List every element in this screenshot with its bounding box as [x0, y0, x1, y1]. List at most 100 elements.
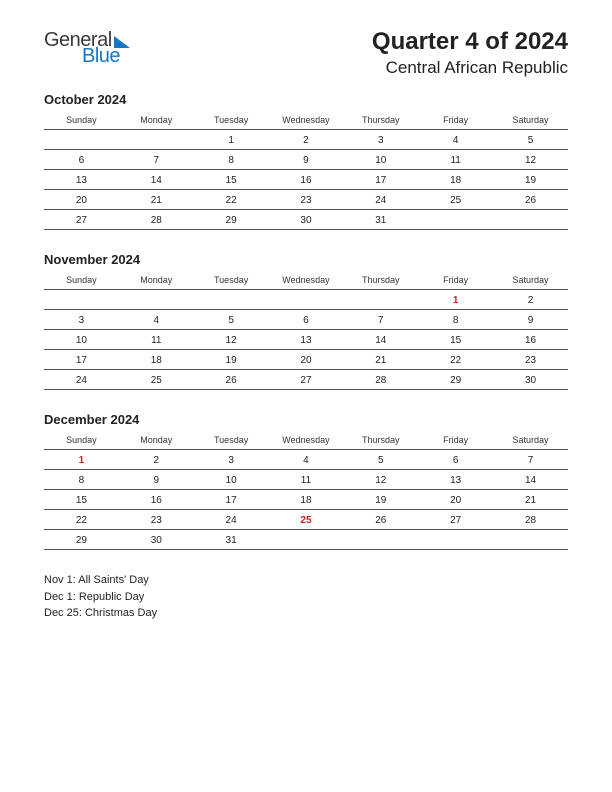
calendar-cell	[343, 530, 418, 550]
calendar-cell: 19	[194, 350, 269, 370]
calendar-cell: 6	[44, 150, 119, 170]
day-header: Monday	[119, 111, 194, 130]
calendar-table: SundayMondayTuesdayWednesdayThursdayFrid…	[44, 271, 568, 390]
logo-text-blue: Blue	[82, 46, 130, 66]
calendar-cell: 29	[44, 530, 119, 550]
calendar-cell: 7	[493, 450, 568, 470]
calendar-row: 3456789	[44, 310, 568, 330]
calendar-row: 12345	[44, 130, 568, 150]
month-block: October 2024SundayMondayTuesdayWednesday…	[44, 92, 568, 230]
calendar-cell: 30	[119, 530, 194, 550]
calendar-row: 20212223242526	[44, 190, 568, 210]
calendar-cell: 20	[269, 350, 344, 370]
calendar-cell: 23	[493, 350, 568, 370]
calendar-cell: 26	[343, 510, 418, 530]
header: General Blue Quarter 4 of 2024 Central A…	[44, 28, 568, 78]
page-subtitle: Central African Republic	[372, 58, 568, 78]
day-header: Monday	[119, 431, 194, 450]
calendar-cell: 21	[119, 190, 194, 210]
calendar-cell: 13	[44, 170, 119, 190]
calendar-cell: 8	[194, 150, 269, 170]
calendar-cell: 2	[119, 450, 194, 470]
calendar-cell: 4	[119, 310, 194, 330]
calendar-cell	[343, 290, 418, 310]
calendar-cell: 5	[343, 450, 418, 470]
calendar-cell: 29	[194, 210, 269, 230]
day-header: Tuesday	[194, 431, 269, 450]
month-title: October 2024	[44, 92, 568, 107]
day-header: Sunday	[44, 111, 119, 130]
calendar-cell: 4	[418, 130, 493, 150]
calendar-cell: 31	[194, 530, 269, 550]
calendar-cell: 20	[418, 490, 493, 510]
calendar-cell: 2	[493, 290, 568, 310]
calendar-cell: 24	[343, 190, 418, 210]
calendar-cell: 18	[269, 490, 344, 510]
calendar-cell: 6	[418, 450, 493, 470]
holiday-list-item: Dec 1: Republic Day	[44, 589, 568, 606]
day-header: Monday	[119, 271, 194, 290]
calendar-cell: 14	[493, 470, 568, 490]
calendar-row: 22232425262728	[44, 510, 568, 530]
calendar-cell: 1	[44, 450, 119, 470]
calendar-row: 13141516171819	[44, 170, 568, 190]
calendar-cell	[119, 290, 194, 310]
calendar-cell: 24	[44, 370, 119, 390]
holiday-list-item: Nov 1: All Saints' Day	[44, 572, 568, 589]
day-header: Tuesday	[194, 271, 269, 290]
calendar-cell	[493, 530, 568, 550]
calendar-cell: 9	[269, 150, 344, 170]
day-header: Wednesday	[269, 431, 344, 450]
calendar-cell: 9	[119, 470, 194, 490]
calendar-cell	[418, 530, 493, 550]
calendar-cell: 22	[194, 190, 269, 210]
calendar-cell: 23	[269, 190, 344, 210]
calendar-cell: 8	[44, 470, 119, 490]
day-header: Wednesday	[269, 271, 344, 290]
calendar-cell	[269, 530, 344, 550]
calendar-cell: 27	[269, 370, 344, 390]
calendar-row: 17181920212223	[44, 350, 568, 370]
calendar-cell: 26	[493, 190, 568, 210]
calendar-cell: 1	[194, 130, 269, 150]
calendar-cell: 23	[119, 510, 194, 530]
calendar-cell: 10	[44, 330, 119, 350]
calendar-cell: 17	[44, 350, 119, 370]
calendar-cell: 10	[343, 150, 418, 170]
calendar-cell: 19	[493, 170, 568, 190]
calendar-cell: 11	[418, 150, 493, 170]
calendar-cell: 21	[343, 350, 418, 370]
day-header: Saturday	[493, 271, 568, 290]
calendar-cell: 20	[44, 190, 119, 210]
calendar-cell: 13	[269, 330, 344, 350]
calendar-row: 1234567	[44, 450, 568, 470]
month-block: November 2024SundayMondayTuesdayWednesda…	[44, 252, 568, 390]
calendar-cell: 3	[44, 310, 119, 330]
calendar-cell: 7	[119, 150, 194, 170]
day-header: Friday	[418, 431, 493, 450]
calendar-cell: 10	[194, 470, 269, 490]
calendar-cell: 6	[269, 310, 344, 330]
calendar-cell	[418, 210, 493, 230]
calendar-cell: 27	[418, 510, 493, 530]
day-header: Thursday	[343, 271, 418, 290]
calendar-cell	[44, 130, 119, 150]
day-header: Saturday	[493, 111, 568, 130]
calendar-cell: 27	[44, 210, 119, 230]
month-block: December 2024SundayMondayTuesdayWednesda…	[44, 412, 568, 550]
calendar-cell: 26	[194, 370, 269, 390]
calendar-cell: 11	[269, 470, 344, 490]
calendar-cell	[44, 290, 119, 310]
calendar-row: 2728293031	[44, 210, 568, 230]
calendar-cell: 15	[44, 490, 119, 510]
calendar-cell: 9	[493, 310, 568, 330]
calendar-cell: 3	[343, 130, 418, 150]
calendar-cell: 17	[343, 170, 418, 190]
holiday-list-item: Dec 25: Christmas Day	[44, 605, 568, 622]
calendar-cell: 18	[119, 350, 194, 370]
month-title: December 2024	[44, 412, 568, 427]
calendar-cell: 12	[343, 470, 418, 490]
calendar-cell: 12	[493, 150, 568, 170]
title-block: Quarter 4 of 2024 Central African Republ…	[372, 28, 568, 78]
calendar-row: 293031	[44, 530, 568, 550]
